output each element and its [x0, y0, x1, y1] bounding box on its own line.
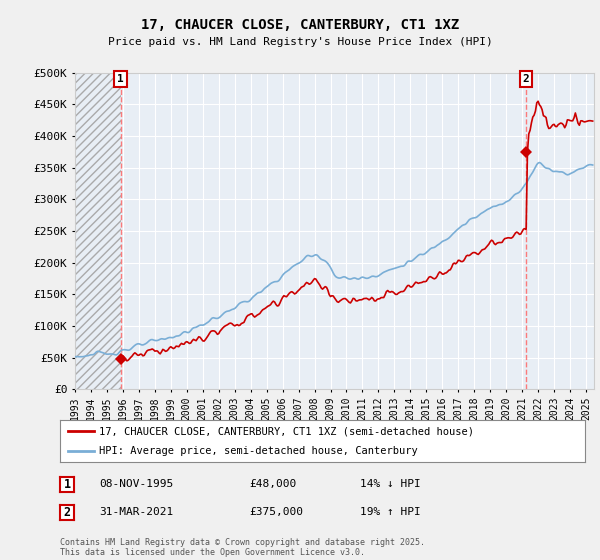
Bar — [75, 73, 121, 389]
Text: Contains HM Land Registry data © Crown copyright and database right 2025.
This d: Contains HM Land Registry data © Crown c… — [60, 538, 425, 557]
Text: 2: 2 — [64, 506, 71, 519]
Text: 17, CHAUCER CLOSE, CANTERBURY, CT1 1XZ (semi-detached house): 17, CHAUCER CLOSE, CANTERBURY, CT1 1XZ (… — [100, 426, 475, 436]
Text: 19% ↑ HPI: 19% ↑ HPI — [360, 507, 421, 517]
Text: £375,000: £375,000 — [249, 507, 303, 517]
Text: 31-MAR-2021: 31-MAR-2021 — [99, 507, 173, 517]
Text: 08-NOV-1995: 08-NOV-1995 — [99, 479, 173, 489]
Text: 14% ↓ HPI: 14% ↓ HPI — [360, 479, 421, 489]
Text: HPI: Average price, semi-detached house, Canterbury: HPI: Average price, semi-detached house,… — [100, 446, 418, 456]
Text: Price paid vs. HM Land Registry's House Price Index (HPI): Price paid vs. HM Land Registry's House … — [107, 37, 493, 47]
Text: £48,000: £48,000 — [249, 479, 296, 489]
Text: 17, CHAUCER CLOSE, CANTERBURY, CT1 1XZ: 17, CHAUCER CLOSE, CANTERBURY, CT1 1XZ — [141, 18, 459, 32]
Text: 1: 1 — [117, 74, 124, 84]
Text: 1: 1 — [64, 478, 71, 491]
Text: 2: 2 — [523, 74, 530, 84]
